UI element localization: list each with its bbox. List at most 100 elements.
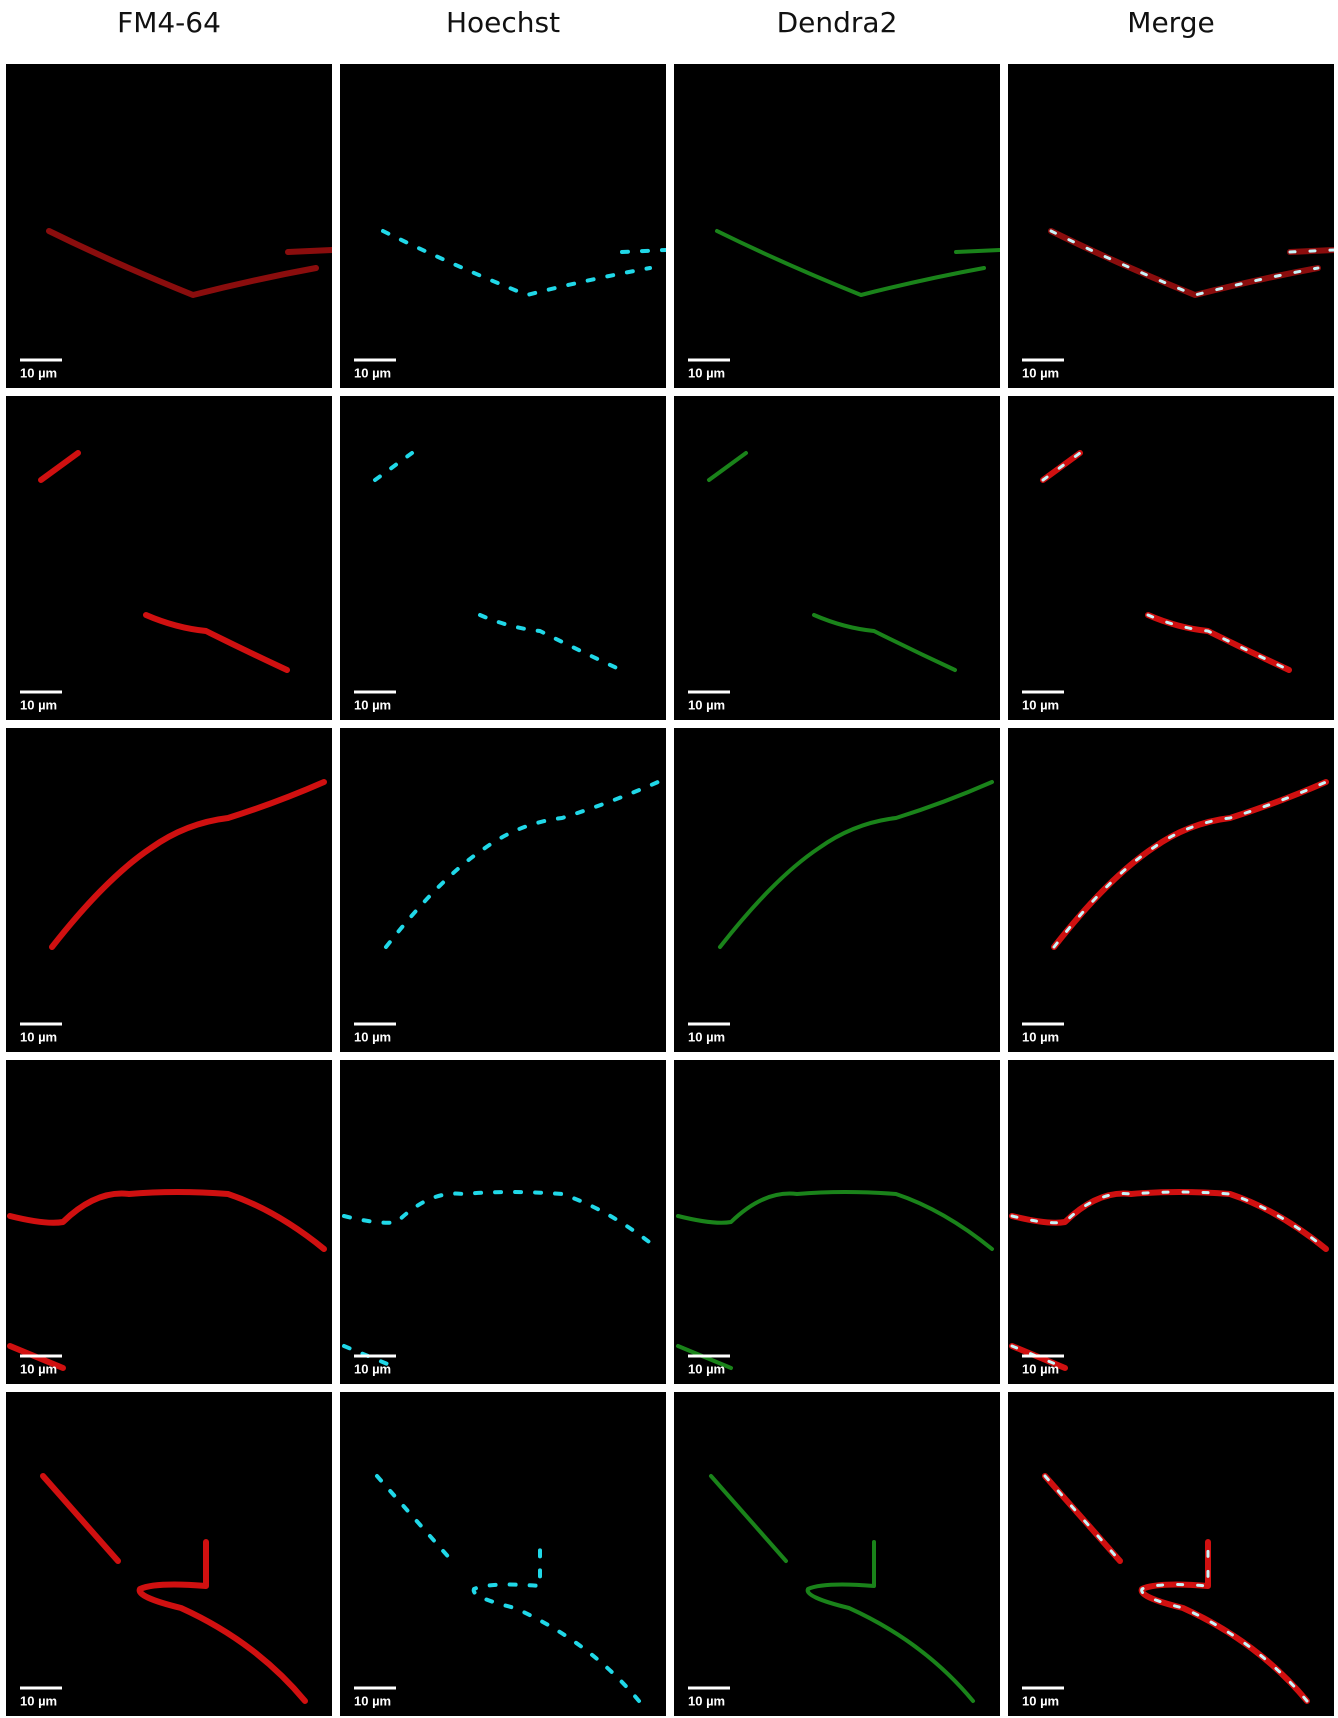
- membrane-filament: [49, 779, 327, 950]
- filaments: [1042, 1473, 1310, 1704]
- nuclei-filament: [620, 248, 666, 254]
- membrane-filament: [1051, 779, 1329, 950]
- scale-bar-label: 10 µm: [1022, 1361, 1059, 1376]
- filaments: [373, 451, 623, 672]
- merged-nuclei: [1140, 1540, 1309, 1703]
- filaments: [1051, 779, 1329, 950]
- panel-background: [1008, 728, 1334, 1052]
- scale-bar-label: 10 µm: [20, 697, 57, 712]
- membrane-filament: [1009, 1189, 1329, 1252]
- nuclei-filament: [384, 780, 660, 949]
- merged-nuclei: [1288, 248, 1334, 254]
- merged-nuclei: [1146, 613, 1291, 672]
- membrane-filament: [40, 1473, 121, 1564]
- panel-background: [674, 64, 1000, 388]
- scale-bar-label: 10 µm: [354, 1693, 391, 1708]
- scale-bar-label: 10 µm: [354, 1361, 391, 1376]
- filaments: [384, 780, 660, 949]
- membrane-filament: [46, 228, 319, 298]
- filaments: [46, 228, 332, 298]
- micrograph-panel: 10 µm: [340, 64, 666, 388]
- column-title: Merge: [1127, 6, 1214, 39]
- cytoplasm-filament: [715, 229, 986, 297]
- scale-bar-label: 10 µm: [688, 697, 725, 712]
- filaments: [49, 779, 327, 950]
- nuclei-filament: [342, 1344, 399, 1370]
- panel-background: [6, 1392, 332, 1716]
- scale-bar-label: 10 µm: [688, 365, 725, 380]
- micrograph-panel: 10 µm: [674, 64, 1000, 388]
- filaments: [375, 1474, 641, 1703]
- cytoplasm-filament: [709, 1474, 788, 1563]
- panel-background: [340, 728, 666, 1052]
- micrograph-panel: 10 µm: [1008, 64, 1334, 388]
- nuclei-filament: [342, 1190, 660, 1251]
- merged-nuclei: [1041, 451, 1082, 482]
- cytoplasm-filament: [812, 613, 957, 672]
- scale-bar-label: 10 µm: [1022, 697, 1059, 712]
- micrograph-panel: 10 µm: [6, 1392, 332, 1716]
- panel-background: [340, 64, 666, 388]
- panel-background: [674, 396, 1000, 720]
- filaments: [1040, 450, 1292, 673]
- filaments: [707, 451, 957, 672]
- filaments: [342, 1190, 660, 1370]
- micrograph-panel: 10 µm: [1008, 396, 1334, 720]
- cytoplasm-filament: [954, 248, 1000, 254]
- scale-bar-label: 10 µm: [354, 365, 391, 380]
- membrane-filament: [143, 612, 290, 673]
- membrane-filament: [136, 1539, 308, 1704]
- filaments: [381, 229, 666, 297]
- scale-bar-label: 10 µm: [20, 365, 57, 380]
- micrograph-panel: 10 µm: [340, 728, 666, 1052]
- nuclei-filament: [478, 613, 623, 672]
- filaments: [715, 229, 1000, 297]
- micrograph-panel: 10 µm: [340, 396, 666, 720]
- micrograph-panel: 10 µm: [1008, 728, 1334, 1052]
- micrograph-panel: 10 µm: [674, 1060, 1000, 1384]
- nuclei-filament: [471, 1540, 641, 1703]
- micrograph-panel: 10 µm: [6, 396, 332, 720]
- scale-bar-label: 10 µm: [20, 1361, 57, 1376]
- scale-bar-label: 10 µm: [354, 1029, 391, 1044]
- micrograph-panel: 10 µm: [340, 1060, 666, 1384]
- micrograph-panel: 10 µm: [6, 728, 332, 1052]
- panel-background: [674, 1392, 1000, 1716]
- filaments: [38, 450, 290, 673]
- panel-background: [340, 1060, 666, 1384]
- nuclei-filament: [381, 229, 652, 297]
- micrograph-panel: 10 µm: [674, 396, 1000, 720]
- column-title: Dendra2: [777, 6, 898, 39]
- cytoplasm-filament: [805, 1540, 975, 1703]
- scale-bar-label: 10 µm: [688, 1693, 725, 1708]
- merged-nuclei: [1043, 1474, 1122, 1563]
- scale-bar-label: 10 µm: [1022, 1029, 1059, 1044]
- scale-bar-label: 10 µm: [20, 1693, 57, 1708]
- column-title: Hoechst: [446, 6, 560, 39]
- micrograph-panel: 10 µm: [674, 1392, 1000, 1716]
- cytoplasm-filament: [676, 1190, 994, 1251]
- merged-nuclei: [1049, 229, 1320, 297]
- panel-background: [6, 728, 332, 1052]
- filaments: [40, 1473, 308, 1704]
- panel-background: [6, 64, 332, 388]
- scale-bar-label: 10 µm: [20, 1029, 57, 1044]
- column-title: FM4-64: [117, 6, 221, 39]
- filaments: [1048, 228, 1334, 298]
- panel-background: [674, 728, 1000, 1052]
- membrane-filament: [38, 450, 81, 483]
- membrane-filament: [7, 1189, 327, 1252]
- micrograph-panel: 10 µm: [6, 64, 332, 388]
- nuclei-filament: [373, 451, 414, 482]
- filaments: [709, 1474, 975, 1703]
- panel-background: [1008, 1392, 1334, 1716]
- membrane-filament: [285, 247, 332, 255]
- panel-background: [1008, 64, 1334, 388]
- panel-background: [340, 396, 666, 720]
- cytoplasm-filament: [707, 451, 748, 482]
- scale-bar-label: 10 µm: [688, 1029, 725, 1044]
- scale-bar-label: 10 µm: [1022, 1693, 1059, 1708]
- scale-bar-label: 10 µm: [688, 1361, 725, 1376]
